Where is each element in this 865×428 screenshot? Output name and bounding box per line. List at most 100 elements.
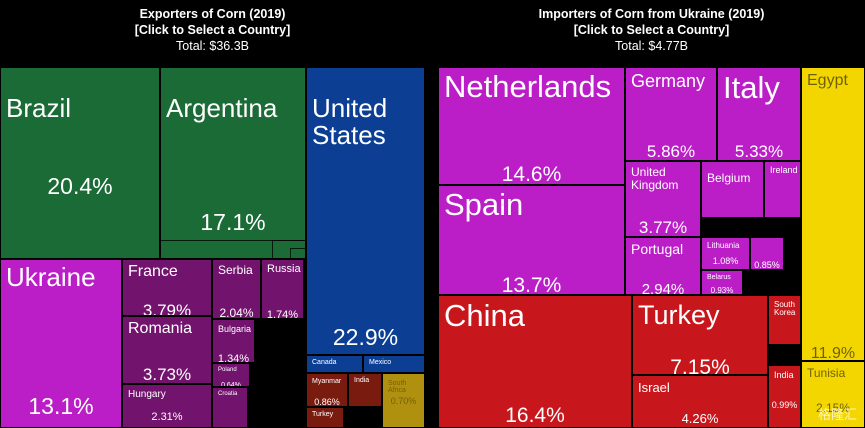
exporter-tile-russia-value: 1.74% <box>266 309 299 319</box>
importers-chart-subtitle[interactable]: [Click to Select a Country] <box>573 23 730 37</box>
exporter-tile-poland-label: Poland <box>218 367 237 373</box>
exporter-tile-ukraine-value: 13.1% <box>28 393 94 419</box>
exporter-tile-turkey-label: Turkey <box>312 411 334 418</box>
importer-tile-italy[interactable]: Italy 5.33% <box>717 67 801 161</box>
exporter-tile-south-africa[interactable]: South Africa 0.70% <box>382 373 425 428</box>
exporter-tile-ukraine[interactable]: Ukraine 13.1% <box>0 259 122 428</box>
importer-tile-spain-label: Spain <box>444 187 524 222</box>
exporters-chart-title-block: Exporters of Corn (2019) [Click to Selec… <box>0 6 425 54</box>
importer-tile-tunisia-label: Tunisia <box>807 366 846 380</box>
exporters-chart-title: Exporters of Corn (2019) <box>139 7 286 21</box>
exporter-tile-argentina-label: Argentina <box>166 93 278 123</box>
exporter-tile-argentina-value: 17.1% <box>200 209 266 235</box>
exporter-tile-brazil-label: Brazil <box>6 93 72 123</box>
exporter-tile-myanmar-value: 0.86% <box>314 397 340 407</box>
importer-tile-portugal-value: 2.94% <box>641 281 685 295</box>
exporter-tile-croatia-label: Croatia <box>218 391 238 397</box>
treemap-minor-cell[interactable] <box>255 340 280 363</box>
importer-tile-netherlands-label: Netherlands <box>444 69 612 104</box>
importer-tile-item-9-value: 0.85% <box>754 260 780 270</box>
importers-chart-title-block: Importers of Corn from Ukraine (2019) [C… <box>438 6 865 54</box>
exporter-tile-united-states-value: 22.9% <box>332 324 399 350</box>
importer-tile-germany-label: Germany <box>631 71 706 91</box>
exporter-tile-bulgaria[interactable]: Bulgaria 1.34% <box>212 319 255 363</box>
importer-tile-india-label: India <box>774 370 794 380</box>
treemap-minor-cell[interactable] <box>736 218 766 237</box>
importer-tile-lithuania[interactable]: Lithuania 1.08% <box>701 237 750 270</box>
exporter-tile-russia-label: Russia <box>267 263 301 275</box>
exporter-tile-india[interactable]: India <box>348 373 382 407</box>
importer-tile-ireland-label: Ireland <box>770 165 798 175</box>
treemap-minor-cell[interactable] <box>344 407 382 428</box>
importer-tile-china[interactable]: China 16.4% <box>438 295 632 428</box>
importer-tile-united-kingdom-label: United Kingdom <box>631 165 679 192</box>
importer-tile-lithuania-label: Lithuania <box>707 241 740 250</box>
importer-tile-spain-value: 13.7% <box>501 274 562 295</box>
exporter-tile-romania-value: 3.73% <box>142 365 192 384</box>
importer-tile-item-9[interactable]: 0.85% <box>750 237 784 270</box>
importer-tile-south-korea-label: South Korea <box>774 300 796 318</box>
importer-tile-belgium-label: Belgium <box>707 171 751 185</box>
exporter-tile-bulgaria-label: Bulgaria <box>218 324 252 334</box>
importer-tile-south-korea[interactable]: South Korea1.47% <box>768 295 801 345</box>
exporter-tile-ukraine-label: Ukraine <box>6 262 96 292</box>
importer-tile-belarus-label: Belarus <box>707 274 731 281</box>
exporter-tile-south-africa-value: 0.70% <box>390 396 417 406</box>
importer-tile-israel-label: Israel <box>638 380 670 395</box>
importer-tile-tunisia[interactable]: Tunisia 2.15% <box>801 361 865 428</box>
importer-tile-netherlands[interactable]: Netherlands 14.6% <box>438 67 625 185</box>
treemap-minor-cell[interactable] <box>306 355 425 373</box>
importer-tile-germany-value: 5.86% <box>646 142 696 161</box>
watermark-logo: 格隆汇 <box>817 407 857 422</box>
exporter-tile-brazil-value: 20.4% <box>47 173 113 199</box>
importer-tile-india[interactable]: India 0.99% <box>768 365 801 428</box>
exporter-tile-romania-label: Romania <box>128 320 193 337</box>
importer-tile-belarus[interactable]: Belarus 0.93% <box>701 270 743 295</box>
importer-tile-belgium[interactable]: Belgium 2.89% <box>701 161 764 218</box>
treemap-minor-cell[interactable] <box>784 237 801 270</box>
exporters-chart-subtitle[interactable]: [Click to Select a Country] <box>134 23 291 37</box>
importer-tile-egypt[interactable]: Egypt 11.9% <box>801 67 865 361</box>
exporter-tile-united-states[interactable]: United States 22.9% <box>306 67 425 355</box>
treemap-minor-cell[interactable] <box>790 270 801 295</box>
importer-tile-china-label: China <box>444 298 525 333</box>
exporter-tile-turkey[interactable]: Turkey <box>306 407 344 428</box>
treemap-minor-cell[interactable] <box>290 248 306 259</box>
importer-tile-egypt-value: 11.9% <box>810 345 856 361</box>
exporter-tile-brazil[interactable]: Brazil 20.4% <box>0 67 160 259</box>
exporters-chart-total: Total: $36.3B <box>176 39 249 53</box>
importer-tile-china-value: 16.4% <box>505 404 565 427</box>
importer-tile-israel[interactable]: Israel 4.26% <box>632 375 768 428</box>
importer-tile-united-kingdom[interactable]: United Kingdom 3.77% <box>625 161 701 237</box>
exporter-tile-bulgaria-value: 1.34% <box>217 353 250 363</box>
exporter-tile-serbia-label: Serbia <box>218 263 253 277</box>
exporter-tile-myanmar[interactable]: Myanmar 0.86% <box>306 373 348 407</box>
importer-tile-spain[interactable]: Spain 13.7% <box>438 185 625 295</box>
importer-tile-united-kingdom-value: 3.77% <box>638 218 688 237</box>
importer-tile-germany[interactable]: Germany 5.86% <box>625 67 717 161</box>
exporter-tile-united-states-label: United States <box>312 93 388 151</box>
importer-tile-egypt-label: Egypt <box>807 72 848 89</box>
importer-tile-belarus-value: 0.93% <box>710 286 734 295</box>
exporter-tile-mexico-label: Mexico <box>369 359 392 366</box>
importer-tile-portugal[interactable]: Portugal 2.94% <box>625 237 701 295</box>
importer-tile-india-value: 0.99% <box>771 400 798 410</box>
exporter-tile-russia[interactable]: Russia 1.74% <box>261 259 304 319</box>
importer-tile-ireland[interactable]: Ireland1.71% <box>764 161 801 218</box>
exporter-tile-hungary-label: Hungary <box>128 389 166 400</box>
treemap-minor-cell[interactable] <box>250 387 278 428</box>
importer-tile-italy-label: Italy <box>723 70 780 105</box>
importer-tile-italy-value: 5.33% <box>734 142 784 161</box>
importers-chart-title: Importers of Corn from Ukraine (2019) <box>538 7 765 21</box>
exporter-tile-argentina[interactable]: Argentina 17.1% <box>160 67 306 259</box>
importer-tile-tunisia-value: 2.15% <box>815 401 851 415</box>
treemap-minor-cell[interactable] <box>382 373 425 428</box>
importer-tile-turkey-label: Turkey <box>638 300 720 330</box>
exporter-tile-serbia[interactable]: Serbia 2.04% <box>212 259 261 319</box>
exporter-tile-france[interactable]: France 3.79% <box>122 259 212 316</box>
treemap-minor-cell[interactable] <box>280 396 304 428</box>
exporter-tile-romania[interactable]: Romania 3.73% <box>122 316 212 384</box>
treemap-minor-cell[interactable] <box>768 345 801 365</box>
importer-tile-turkey[interactable]: Turkey 7.15% <box>632 295 768 375</box>
exporter-tile-hungary[interactable]: Hungary 2.31% <box>122 384 212 428</box>
